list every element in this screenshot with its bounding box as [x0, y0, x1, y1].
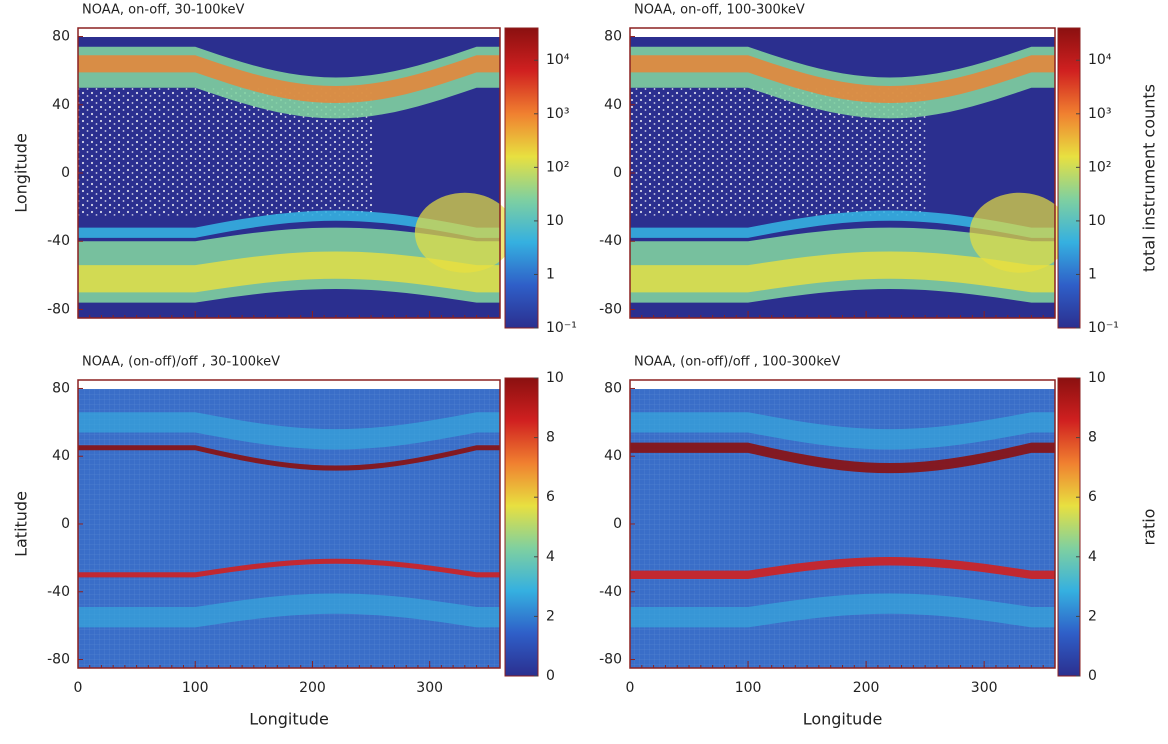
map-glow	[414, 192, 515, 273]
y-tick-label: -40	[47, 233, 70, 249]
y-tick-label: 40	[52, 448, 70, 464]
colorbar-label: total instrument counts	[1140, 84, 1159, 272]
colorbar-tick-label: 2	[1088, 608, 1097, 624]
colorbar-tick-label: 10²	[546, 159, 569, 175]
colorbar-tick-label: 10	[546, 370, 564, 386]
map-glow	[969, 192, 1070, 273]
y-tick-label: 0	[613, 516, 622, 532]
map-band	[78, 593, 500, 628]
colorbar-tick-label: 0	[1088, 668, 1097, 684]
colorbar-tick-label: 4	[546, 549, 555, 565]
x-tick-label: 100	[735, 680, 762, 696]
colorbar-tick-label: 6	[1088, 489, 1097, 505]
colorbar-tick-label: 10²	[1088, 159, 1111, 175]
y-axis-label: Longitude	[12, 133, 31, 213]
x-tick-label: 100	[182, 680, 209, 696]
x-tick-label: 200	[853, 680, 880, 696]
colorbar	[504, 377, 539, 677]
x-tick-label: 300	[971, 680, 998, 696]
colorbar-tick-label: 10³	[546, 106, 569, 122]
x-tick-label: 300	[416, 680, 443, 696]
colorbar-tick-label: 2	[546, 608, 555, 624]
colorbar	[504, 27, 539, 329]
y-tick-label: 40	[604, 448, 622, 464]
plot-title: NOAA, (on-off)/off , 30-100keV	[82, 355, 280, 370]
x-tick-label: 0	[74, 680, 83, 696]
map-band	[630, 412, 1055, 450]
y-tick-label: -80	[599, 652, 622, 668]
plot-top-strip	[78, 380, 500, 389]
colorbar-tick-label: 10⁻¹	[546, 320, 577, 336]
colorbar-tick-label: 4	[1088, 549, 1097, 565]
y-tick-label: 40	[52, 97, 70, 113]
y-tick-label: -80	[599, 301, 622, 317]
map-band	[630, 593, 1055, 628]
x-tick-label: 200	[299, 680, 326, 696]
y-axis-label: Latitude	[12, 491, 31, 557]
colorbar-tick-label: 10⁻¹	[1088, 320, 1119, 336]
y-tick-label: 40	[604, 97, 622, 113]
map-band	[630, 210, 1055, 238]
map-band	[78, 412, 500, 450]
map-band	[78, 251, 500, 293]
y-tick-label: -40	[47, 584, 70, 600]
map-band	[78, 445, 500, 471]
y-tick-label: 0	[61, 516, 70, 532]
colorbar-tick-label: 10³	[1088, 106, 1111, 122]
plot-title: NOAA, on-off, 30-100keV	[82, 3, 245, 18]
plot-title: NOAA, (on-off)/off , 100-300keV	[634, 355, 840, 370]
colorbar-tick-label: 10	[1088, 213, 1106, 229]
map-band	[630, 442, 1055, 474]
map-band	[630, 557, 1055, 580]
x-tick-label: 0	[626, 680, 635, 696]
y-tick-label: 80	[52, 29, 70, 45]
map-band	[630, 251, 1055, 293]
map-band	[630, 55, 1055, 104]
y-tick-label: 80	[604, 29, 622, 45]
colorbar-tick-label: 8	[546, 430, 555, 446]
y-tick-label: -40	[599, 233, 622, 249]
colorbar-tick-label: 0	[546, 668, 555, 684]
plot-top-strip	[78, 28, 500, 37]
plot-top-strip	[630, 28, 1055, 37]
map-band	[78, 210, 500, 238]
colorbar	[1057, 27, 1081, 329]
y-tick-label: 80	[52, 380, 70, 396]
plot-top-strip	[630, 380, 1055, 389]
colorbar-tick-label: 8	[1088, 430, 1097, 446]
colorbar-tick-label: 6	[546, 489, 555, 505]
colorbar	[1057, 377, 1081, 677]
colorbar-tick-label: 1	[1088, 266, 1097, 282]
y-tick-label: -40	[599, 584, 622, 600]
y-tick-label: 0	[61, 165, 70, 181]
colorbar-tick-label: 10⁴	[546, 52, 570, 68]
colorbar-tick-label: 1	[546, 266, 555, 282]
y-tick-label: 80	[604, 380, 622, 396]
y-tick-label: 0	[613, 165, 622, 181]
colorbar-label: ratio	[1140, 509, 1159, 546]
y-tick-label: -80	[47, 301, 70, 317]
x-axis-label: Longitude	[803, 710, 883, 729]
y-tick-label: -80	[47, 652, 70, 668]
colorbar-tick-label: 10⁴	[1088, 52, 1112, 68]
x-axis-label: Longitude	[249, 710, 329, 729]
map-band	[78, 55, 500, 104]
map-band	[78, 558, 500, 578]
plot-title: NOAA, on-off, 100-300keV	[634, 3, 805, 18]
colorbar-tick-label: 10	[1088, 370, 1106, 386]
colorbar-tick-label: 10	[546, 213, 564, 229]
